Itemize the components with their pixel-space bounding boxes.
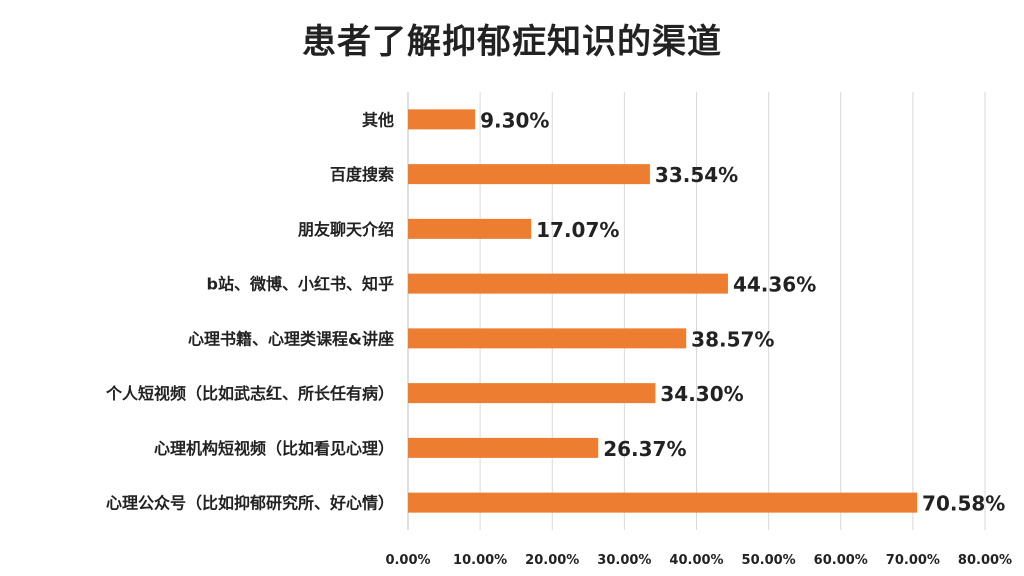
x-tick-label: 30.00%	[597, 553, 651, 568]
bar	[408, 328, 687, 349]
category-label: 朋友聊天介绍	[298, 220, 394, 239]
x-tick-label: 60.00%	[814, 553, 868, 568]
bar	[408, 109, 476, 130]
value-label: 70.58%	[922, 492, 1005, 516]
x-tick-label: 20.00%	[525, 553, 579, 568]
category-label: b站、微博、小红书、知乎	[207, 275, 394, 294]
category-label: 心理公众号（比如抑郁研究所、好心情）	[106, 494, 394, 513]
value-labels: 9.30% 33.54% 17.07% 44.36% 38.57% 34.30% 26.37…	[480, 108, 1005, 515]
bar	[408, 492, 918, 513]
value-label: 44.36%	[733, 273, 816, 297]
bar	[408, 218, 532, 239]
x-axis-ticks: 0.00% 10.00% 20.00% 30.00% 40.00% 50.00% 60.00…	[385, 553, 1012, 568]
x-tick-label: 0.00%	[385, 553, 430, 568]
value-label: 38.57%	[691, 327, 774, 351]
value-label: 26.37%	[603, 437, 686, 461]
category-label: 百度搜索	[330, 165, 394, 184]
bar	[408, 383, 656, 404]
value-label: 33.54%	[655, 163, 738, 187]
bar	[408, 273, 728, 294]
category-label: 心理机构短视频（比如看见心理）	[154, 439, 394, 458]
category-label: 其他	[362, 110, 394, 129]
bar	[408, 164, 650, 185]
x-tick-label: 80.00%	[958, 553, 1012, 568]
bar	[408, 437, 599, 458]
gridlines	[407, 92, 986, 530]
x-tick-label: 40.00%	[669, 553, 723, 568]
chart-title: 患者了解抑郁症知识的渠道	[302, 22, 722, 62]
x-tick-label: 50.00%	[742, 553, 796, 568]
category-label: 个人短视频（比如武志红、所长任有病）	[105, 384, 394, 403]
value-label: 9.30%	[480, 108, 549, 132]
x-tick-label: 10.00%	[453, 553, 507, 568]
category-label: 心理书籍、心理类课程&讲座	[188, 329, 394, 348]
bars	[408, 109, 918, 513]
value-label: 17.07%	[536, 218, 619, 242]
x-tick-label: 70.00%	[886, 553, 940, 568]
value-label: 34.30%	[660, 382, 743, 406]
